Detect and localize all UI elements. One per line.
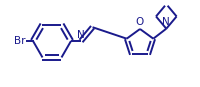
Text: O: O [135, 17, 143, 27]
Text: N: N [77, 30, 84, 40]
Text: N: N [162, 17, 169, 27]
Text: Br: Br [14, 36, 26, 46]
